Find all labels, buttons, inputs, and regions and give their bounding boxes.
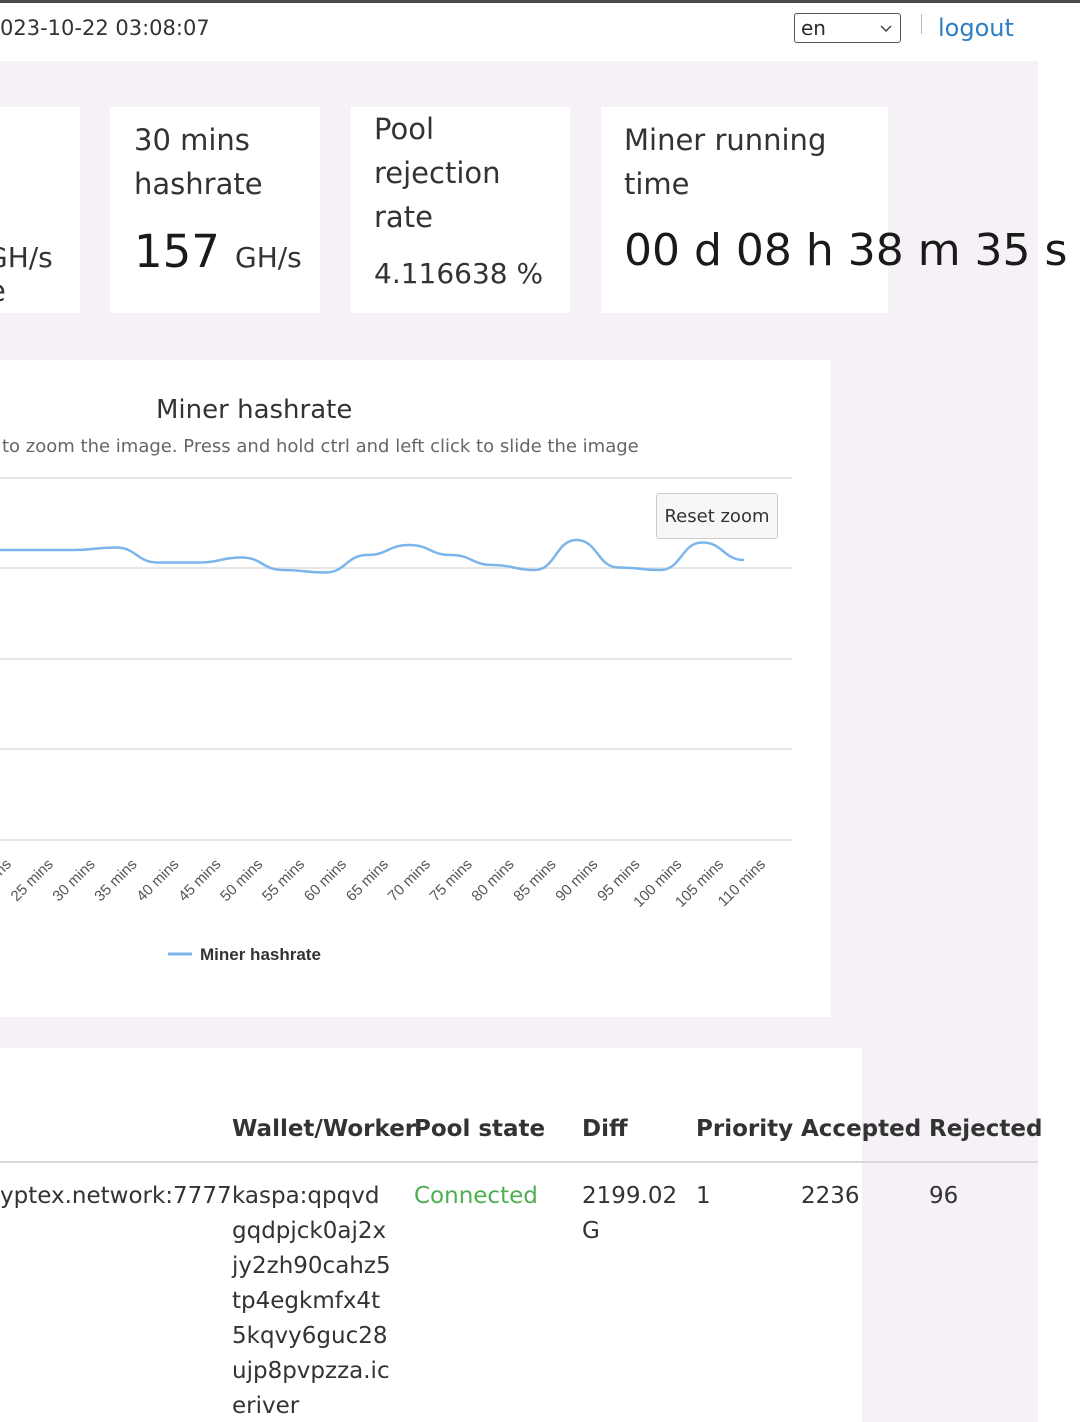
card-label: 30 mins hashrate (134, 123, 263, 201)
chart-series (0, 538, 745, 574)
cell-pool-state: Connected (414, 1183, 538, 1209)
stat-card-rejection-rate: Pool rejection rate 4.116638 % (351, 107, 570, 313)
header-rejected: Rejected (929, 1116, 1043, 1142)
top-border (0, 0, 1080, 3)
chart-title: Miner hashrate (156, 395, 353, 425)
x-tick-label: 35 mins (91, 856, 140, 905)
header-accepted: Accepted (801, 1116, 922, 1142)
header-pool-state: Pool state (414, 1116, 546, 1142)
cell-priority: 1 (696, 1183, 711, 1209)
stat-card-hashrate-partial: e GH/s (0, 107, 80, 313)
current-datetime: 023-10-22 03:08:07 (0, 16, 210, 40)
card-value: 00 d 08 h 38 m 35 s (624, 225, 1068, 276)
header-separator (921, 14, 922, 34)
card-value: 4.116638 % (374, 257, 544, 290)
chevron-down-icon (880, 25, 892, 33)
table-header-rule (0, 1161, 1038, 1163)
x-tick-label: 55 mins (259, 856, 308, 905)
x-tick-label: 65 mins (343, 856, 392, 905)
stat-card-30min-hashrate: 30 mins hashrate 157 GH/s (110, 107, 320, 313)
x-tick-label: 50 mins (217, 856, 266, 905)
cell-wallet-worker: kaspa:qpqvdgqdpjck0aj2xjy2zh90cahz5tp4eg… (232, 1183, 391, 1419)
stat-card-running-time: Miner running time 00 d 08 h 38 m 35 s (601, 107, 1067, 313)
pool-table-card (0, 1048, 862, 1422)
cell-pool-address: yptex.network:7777 (0, 1183, 232, 1209)
x-tick-label: 75 mins (427, 856, 476, 905)
header-diff: Diff (582, 1116, 628, 1142)
hashrate-chart-card (0, 360, 831, 1017)
x-tick-label: 90 mins (552, 856, 601, 905)
x-tick-label: 30 mins (49, 856, 98, 905)
x-tick-label: 60 mins (301, 856, 350, 905)
series-line-miner-hashrate[interactable] (0, 538, 745, 574)
x-tick-label: 45 mins (175, 856, 224, 905)
chart-grid (0, 477, 792, 841)
cell-diff: 2199.02G (582, 1183, 678, 1244)
card-value: 157 (134, 225, 220, 278)
reset-zoom-button[interactable]: Reset zoom (656, 493, 778, 539)
x-tick-label: 70 mins (385, 856, 434, 905)
header-wallet: Wallet/Worker (232, 1116, 417, 1142)
x-tick-label: 85 mins (510, 856, 559, 905)
legend-label: Miner hashrate (200, 945, 321, 964)
card-label-fragment: e (0, 269, 6, 313)
x-tick-label: 40 mins (133, 856, 182, 905)
language-select[interactable]: en (794, 13, 901, 43)
language-selected-value: en (801, 16, 826, 40)
cell-rejected: 96 (929, 1183, 959, 1209)
x-tick-label: 25 mins (8, 856, 57, 905)
card-unit: GH/s (235, 241, 302, 274)
header-priority: Priority (696, 1116, 794, 1142)
cell-accepted: 2236 (801, 1183, 860, 1209)
chart-subtitle: to zoom the image. Press and hold ctrl a… (2, 436, 639, 457)
logout-link[interactable]: logout (938, 14, 1014, 42)
card-label: Pool rejection rate (374, 112, 501, 234)
chart-legend[interactable]: Miner hashrate (168, 945, 321, 964)
x-tick-label: ins (0, 856, 15, 882)
card-unit-fragment: GH/s (0, 241, 53, 274)
x-tick-label: 80 mins (468, 856, 517, 905)
card-label: Miner running time (624, 123, 827, 201)
